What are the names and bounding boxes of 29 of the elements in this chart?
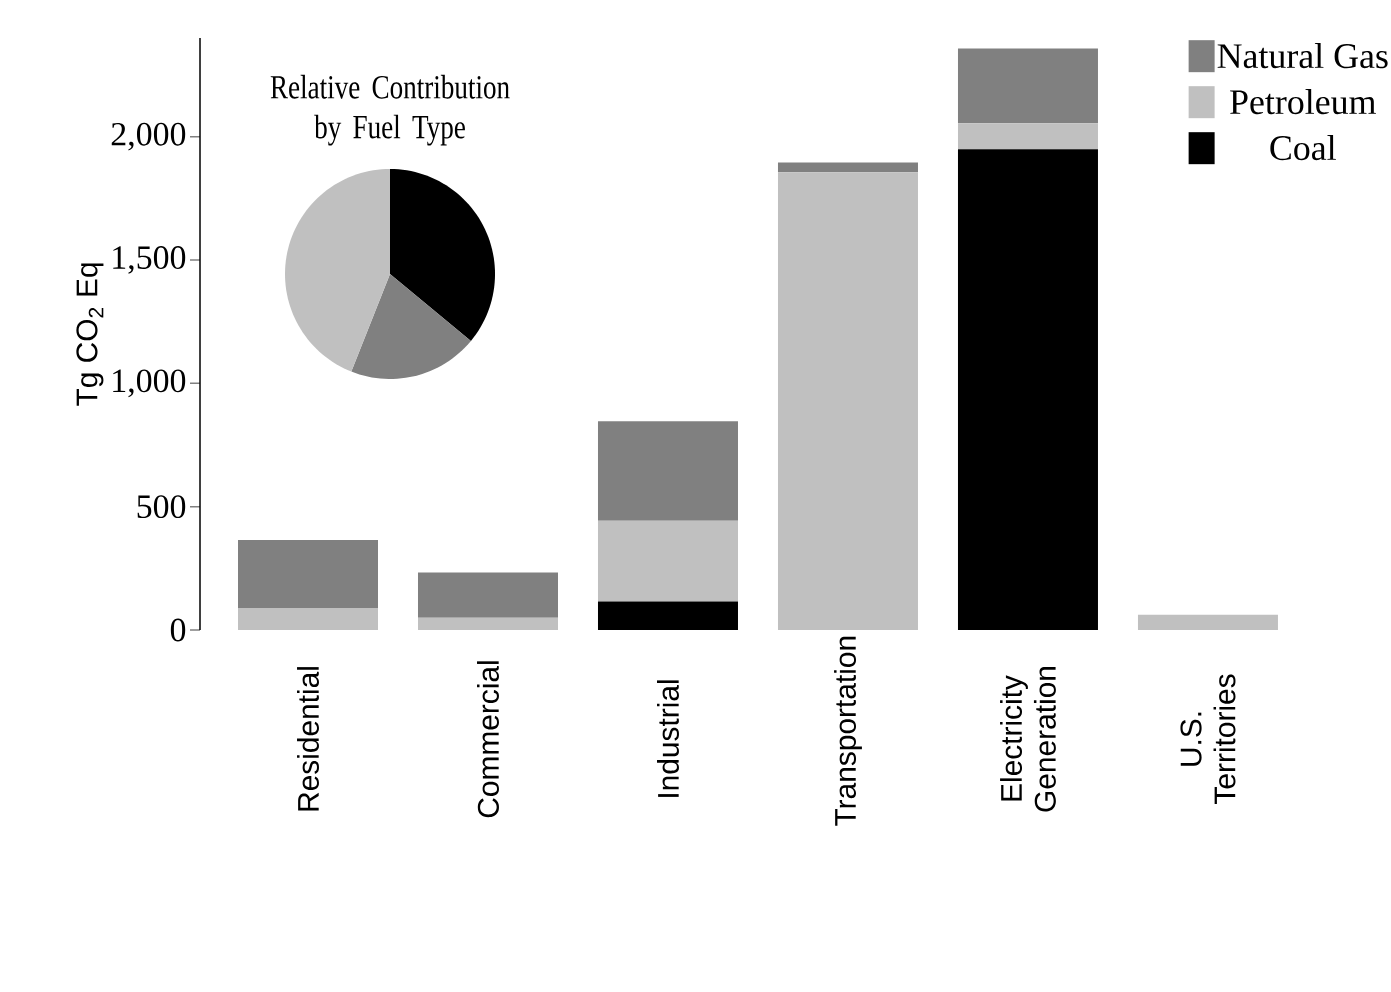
legend-label: Coal xyxy=(1270,135,1336,161)
x-tick-label: Electricity Generation xyxy=(1000,667,1056,812)
bar xyxy=(777,162,918,173)
bar xyxy=(418,617,558,630)
legend-label: Petroleum xyxy=(1230,89,1376,115)
bar xyxy=(1137,614,1278,630)
bar xyxy=(597,520,738,602)
bar xyxy=(238,608,378,630)
y-tick-label: 500 xyxy=(137,495,186,519)
x-tick-label: Transportation xyxy=(834,636,862,826)
y-tick-label: 0 xyxy=(170,618,186,642)
bar xyxy=(238,539,378,609)
x-tick-label: Commercial xyxy=(477,661,499,818)
x-tick-label: Residential xyxy=(297,667,319,811)
y-tick-label: 1,000 xyxy=(113,369,186,398)
legend-label: Natural Gas xyxy=(1217,43,1388,69)
y-tick-label: 1,500 xyxy=(113,246,186,274)
bar xyxy=(418,572,558,618)
bar xyxy=(957,123,1098,150)
x-tick-label: Industrial xyxy=(657,680,679,797)
y-tick-label: 2,000 xyxy=(111,122,186,151)
chart-title: Relative Contribution by Fuel Type xyxy=(270,74,510,146)
bar xyxy=(597,421,738,521)
bar xyxy=(957,149,1098,630)
y-axis-title: Tg CO$_{2}$ Eq xyxy=(76,263,104,406)
bar xyxy=(597,601,738,630)
bar xyxy=(777,172,918,630)
bar xyxy=(957,48,1098,124)
x-tick-label: U.S. Territories xyxy=(1180,674,1236,804)
